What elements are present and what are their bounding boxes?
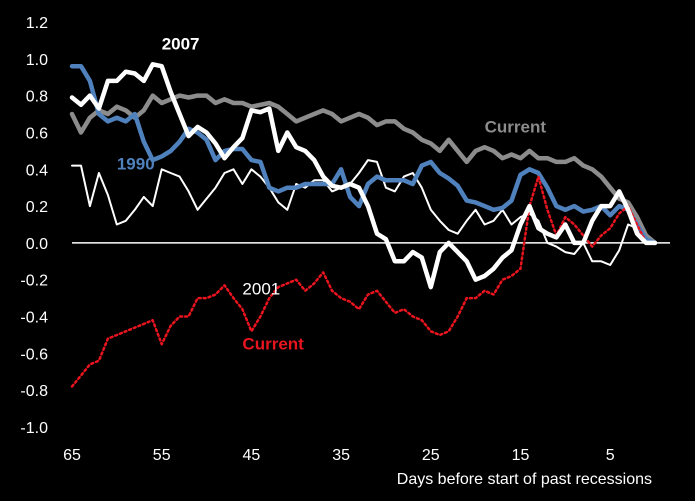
y-tick-label: -0.4 bbox=[20, 310, 48, 327]
y-tick-label: 1.0 bbox=[26, 52, 48, 69]
annotation-label: 2007 bbox=[162, 35, 200, 54]
x-axis-label: Days before start of past recessions bbox=[397, 471, 652, 488]
y-tick-label: 1.2 bbox=[26, 15, 48, 32]
annotation-label: Current bbox=[242, 335, 304, 354]
x-tick-label: 65 bbox=[63, 447, 81, 464]
x-axis-ticks: 65 55 45 35 25 15 5 bbox=[63, 447, 615, 464]
y-axis-ticks: 1.2 1.0 0.8 0.6 0.4 0.2 0.0 -0.2 -0.4 -0.6 -0.8 -1.… bbox=[20, 15, 48, 437]
series-line-current-2 bbox=[69, 93, 658, 246]
y-tick-label: 0.8 bbox=[26, 89, 48, 106]
x-tick-label: 15 bbox=[512, 447, 530, 464]
y-tick-label: -1.0 bbox=[20, 420, 48, 437]
y-tick-label: 0.0 bbox=[26, 236, 48, 253]
y-tick-label: -0.2 bbox=[20, 273, 48, 290]
y-tick-label: 0.2 bbox=[26, 199, 48, 216]
annotation-label: 1990 bbox=[117, 154, 155, 173]
series-line-2001-3 bbox=[71, 159, 656, 266]
x-tick-label: 25 bbox=[422, 447, 440, 464]
series-annotations: 2007 Current 1990 2001 Current bbox=[117, 35, 546, 354]
series-line-2007-0 bbox=[69, 62, 658, 290]
y-tick-label: -0.6 bbox=[20, 346, 48, 363]
y-tick-label: 0.6 bbox=[26, 125, 48, 142]
x-tick-label: 55 bbox=[153, 447, 171, 464]
y-tick-label: 0.4 bbox=[26, 162, 48, 179]
annotation-label: Current bbox=[485, 117, 547, 136]
x-tick-label: 45 bbox=[242, 447, 260, 464]
y-tick-label: -0.8 bbox=[20, 383, 48, 400]
x-tick-label: 35 bbox=[332, 447, 350, 464]
series-layer bbox=[69, 62, 658, 388]
x-tick-label: 5 bbox=[606, 447, 615, 464]
annotation-label: 2001 bbox=[242, 279, 280, 298]
